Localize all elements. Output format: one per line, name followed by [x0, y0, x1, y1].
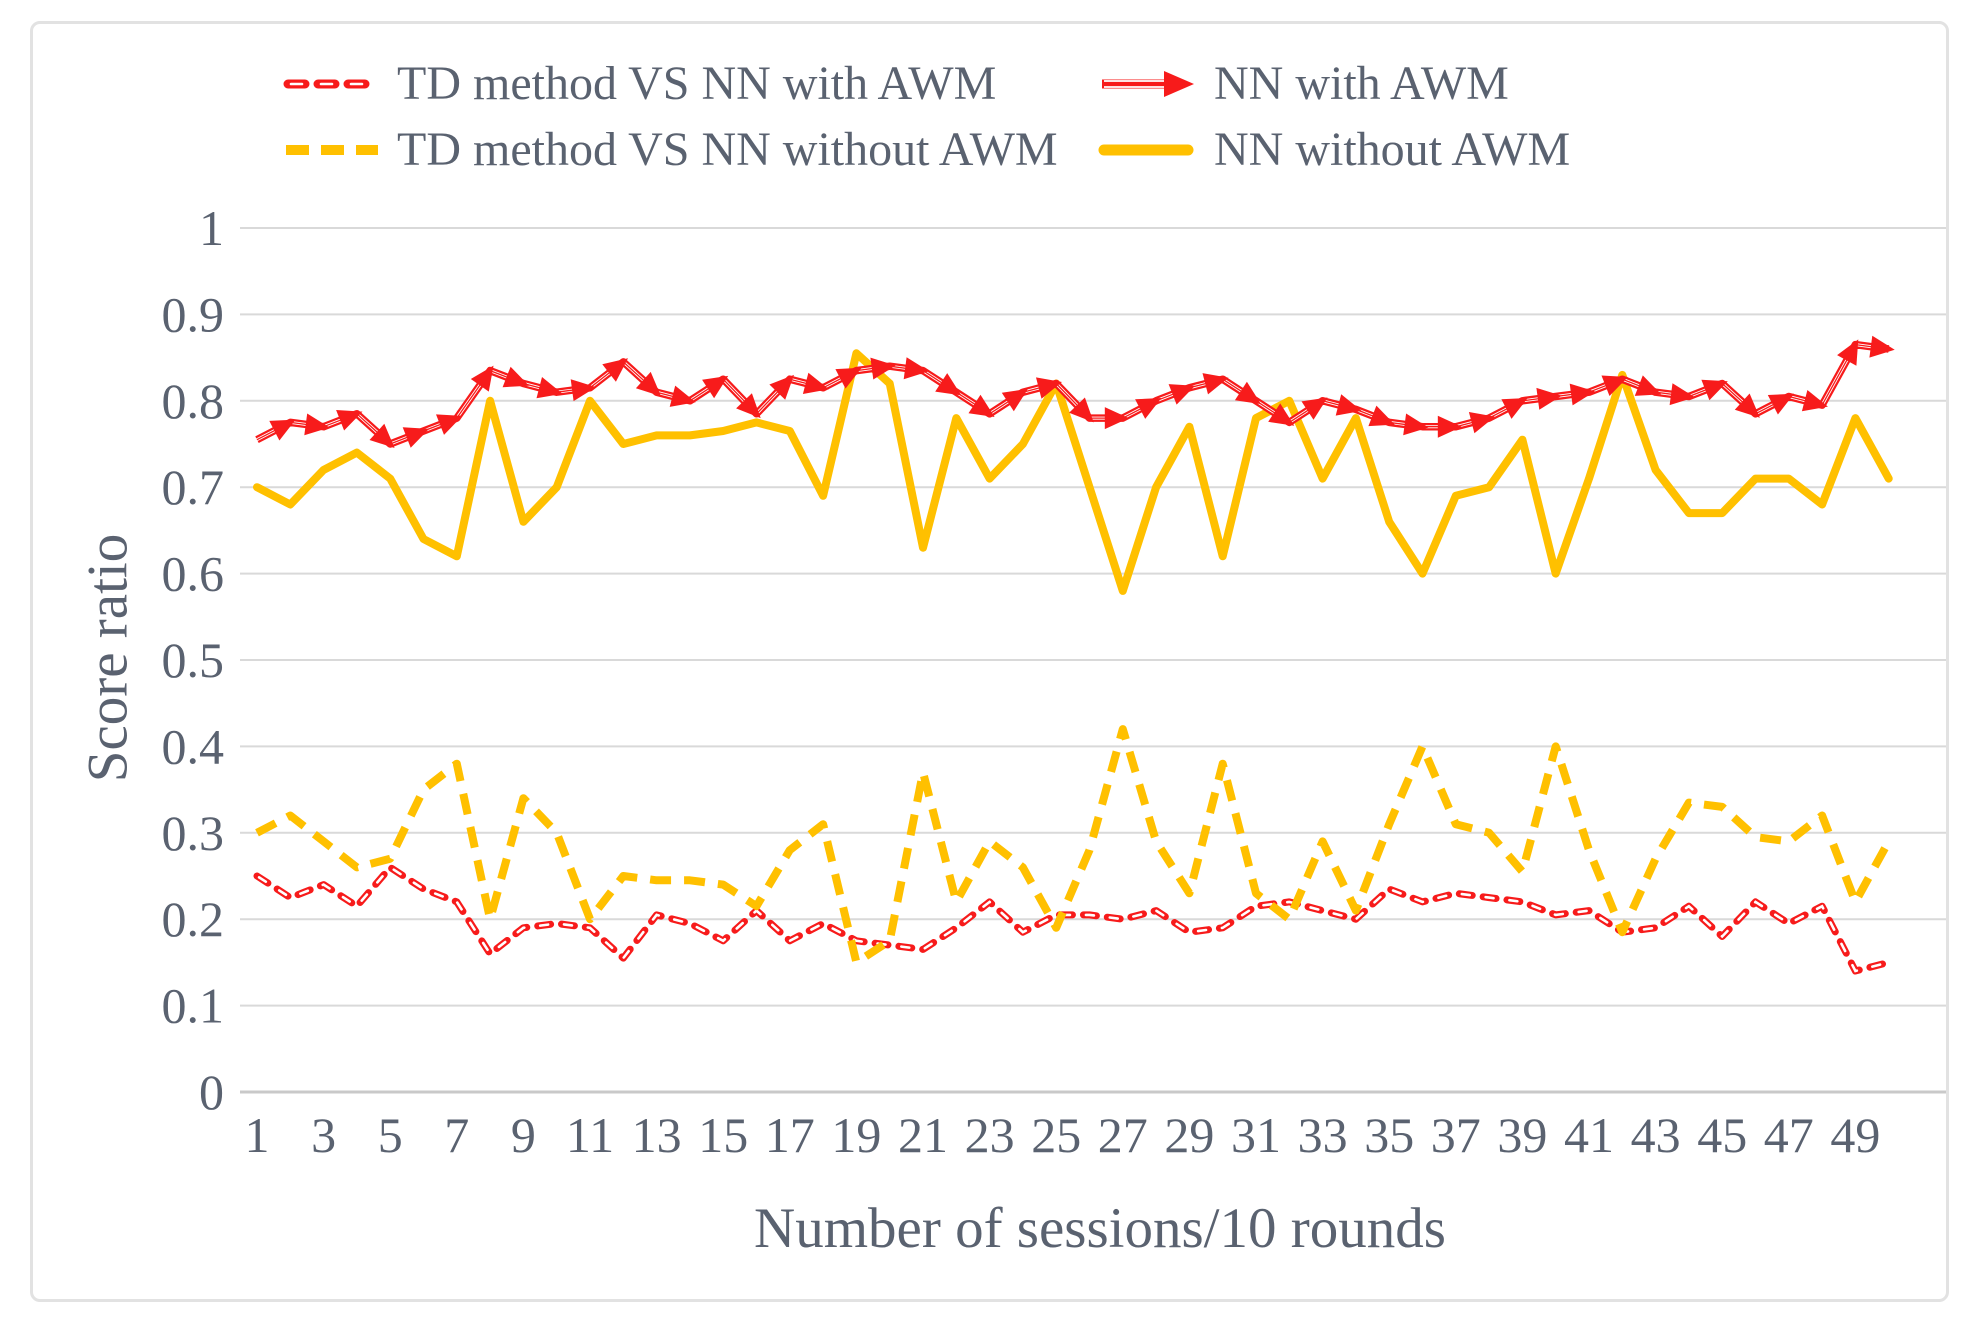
x-tick-label: 39 [1497, 1107, 1547, 1163]
x-tick-label: 31 [1231, 1107, 1281, 1163]
y-tick-label: 1 [199, 200, 224, 256]
x-tick-label: 7 [444, 1107, 469, 1163]
x-tick-label: 25 [1031, 1107, 1081, 1163]
legend-item-nn-with-awm: NN with AWM [1098, 60, 1509, 108]
legend-item-nn-without-awm: NN without AWM [1098, 126, 1570, 174]
y-tick-label: 0.6 [162, 546, 225, 602]
legend-item-td-vs-nn-with-awm: TD method VS NN with AWM [283, 60, 996, 108]
legend-item-td-vs-nn-without-awm: TD method VS NN without AWM [283, 126, 1058, 174]
x-tick-label: 11 [566, 1107, 614, 1163]
x-tick-label: 9 [511, 1107, 536, 1163]
x-tick-label: 19 [831, 1107, 881, 1163]
x-tick-label: 27 [1098, 1107, 1148, 1163]
y-tick-label: 0.1 [162, 978, 225, 1034]
x-tick-label: 29 [1164, 1107, 1214, 1163]
y-tick-label: 0.5 [162, 632, 225, 688]
x-tick-label: 43 [1631, 1107, 1681, 1163]
y-axis-title: Score ratio [76, 533, 140, 783]
x-tick-label: 3 [311, 1107, 336, 1163]
y-tick-label: 0.3 [162, 805, 225, 861]
x-tick-label: 33 [1298, 1107, 1348, 1163]
x-tick-label: 45 [1697, 1107, 1747, 1163]
x-axis-title: Number of sessions/10 rounds [754, 1197, 1446, 1260]
y-tick-label: 0 [199, 1064, 224, 1120]
x-tick-label: 35 [1364, 1107, 1414, 1163]
x-tick-label: 37 [1431, 1107, 1481, 1163]
red-dashed-line-icon [283, 79, 381, 89]
y-tick-label: 0.4 [162, 718, 225, 774]
x-tick-label: 5 [378, 1107, 403, 1163]
x-tick-label: 21 [898, 1107, 948, 1163]
y-tick-label: 0.2 [162, 891, 225, 947]
x-tick-label: 41 [1564, 1107, 1614, 1163]
x-tick-label: 13 [632, 1107, 682, 1163]
x-tick-label: 1 [245, 1107, 270, 1163]
y-tick-label: 0.8 [162, 373, 225, 429]
x-tick-label: 47 [1764, 1107, 1814, 1163]
x-tick-label: 15 [698, 1107, 748, 1163]
y-tick-label: 0.7 [162, 459, 225, 515]
red-arrow-line-icon [1102, 71, 1194, 97]
y-tick-label: 0.9 [162, 286, 225, 342]
x-tick-label: 17 [765, 1107, 815, 1163]
x-tick-label: 49 [1830, 1107, 1880, 1163]
legend-label: TD method VS NN without AWM [397, 123, 1058, 176]
legend-label: TD method VS NN with AWM [397, 57, 997, 110]
x-tick-label: 23 [965, 1107, 1015, 1163]
legend-label: NN without AWM [1214, 123, 1571, 176]
yellow-solid-line-icon [1098, 144, 1194, 156]
yellow-dashed-line-icon [286, 145, 378, 155]
legend-label: NN with AWM [1214, 57, 1509, 110]
